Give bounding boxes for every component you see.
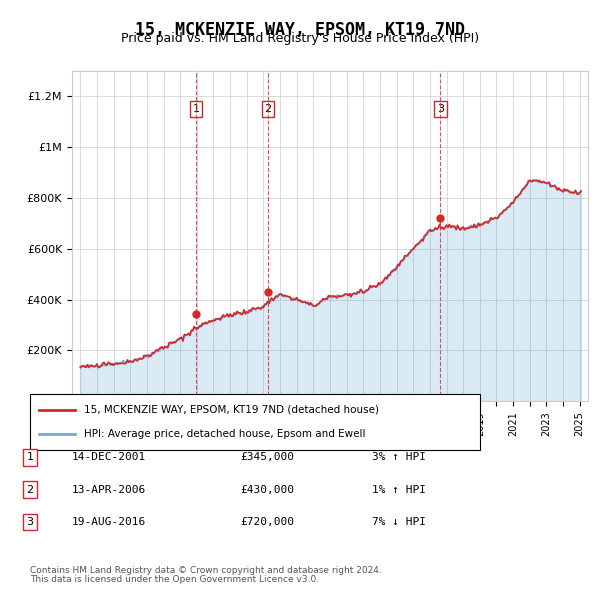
Text: 2: 2 [265, 104, 272, 114]
Text: £720,000: £720,000 [240, 517, 294, 527]
Text: 15, MCKENZIE WAY, EPSOM, KT19 7ND (detached house): 15, MCKENZIE WAY, EPSOM, KT19 7ND (detac… [84, 405, 379, 415]
Text: 19-AUG-2016: 19-AUG-2016 [72, 517, 146, 527]
Text: 2: 2 [26, 485, 34, 494]
Text: 1: 1 [26, 453, 34, 462]
Text: Contains HM Land Registry data © Crown copyright and database right 2024.: Contains HM Land Registry data © Crown c… [30, 566, 382, 575]
Text: 3: 3 [26, 517, 34, 527]
Text: 14-DEC-2001: 14-DEC-2001 [72, 453, 146, 462]
Text: Price paid vs. HM Land Registry's House Price Index (HPI): Price paid vs. HM Land Registry's House … [121, 32, 479, 45]
Text: £345,000: £345,000 [240, 453, 294, 462]
Text: 3: 3 [437, 104, 444, 114]
Text: 1: 1 [193, 104, 200, 114]
Text: HPI: Average price, detached house, Epsom and Ewell: HPI: Average price, detached house, Epso… [84, 429, 365, 439]
Text: £430,000: £430,000 [240, 485, 294, 494]
Text: 1% ↑ HPI: 1% ↑ HPI [372, 485, 426, 494]
Text: This data is licensed under the Open Government Licence v3.0.: This data is licensed under the Open Gov… [30, 575, 319, 584]
Text: 7% ↓ HPI: 7% ↓ HPI [372, 517, 426, 527]
FancyBboxPatch shape [30, 394, 480, 450]
Text: 3% ↑ HPI: 3% ↑ HPI [372, 453, 426, 462]
Text: 13-APR-2006: 13-APR-2006 [72, 485, 146, 494]
Text: 15, MCKENZIE WAY, EPSOM, KT19 7ND: 15, MCKENZIE WAY, EPSOM, KT19 7ND [135, 21, 465, 39]
